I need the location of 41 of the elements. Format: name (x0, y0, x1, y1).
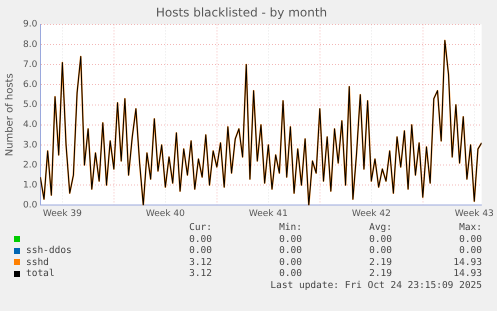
y-tick-label: 0.0 (22, 200, 38, 211)
text: 3.12 (188, 256, 212, 268)
text: 0.00 (368, 234, 392, 245)
text: 14.93 (452, 256, 482, 268)
text: Last update: Fri Oct 24 23:15:09 2025 (269, 280, 482, 290)
text: Max: (458, 222, 482, 234)
x-tick-label: Week 39 (42, 208, 82, 219)
x-tick-label: Week 41 (248, 208, 288, 219)
y-tick-label: 9.0 (22, 20, 38, 30)
y-tick-label: 3.0 (22, 140, 38, 150)
text: 0.00 (458, 234, 482, 245)
chart-title: Hosts blacklisted - by month (156, 5, 328, 20)
y-tick-label: 1.0 (22, 180, 38, 190)
text: Avg: (368, 222, 392, 234)
legend-label: sshd (26, 256, 49, 268)
text: 0.00 (188, 245, 212, 256)
y-tick-label: 4.0 (22, 120, 38, 130)
legend-label: ssh-ddos (26, 245, 72, 256)
x-tick-label: Week 40 (146, 208, 186, 219)
y-tick-label: 5.0 (22, 100, 38, 110)
text: 14.93 (452, 268, 482, 280)
x-tick-label: Week 43 (454, 208, 494, 219)
text: 0.00 (188, 234, 212, 245)
text: Min: (278, 222, 302, 234)
text: 0.00 (458, 245, 482, 256)
text: 0.00 (278, 234, 302, 245)
text: 2.19 (368, 256, 392, 268)
text: 0.00 (278, 245, 302, 256)
y-tick-label: 7.0 (22, 60, 38, 70)
text: 0.00 (368, 245, 392, 256)
x-tick-label: Week 42 (352, 208, 391, 219)
text: 3.12 (188, 268, 212, 280)
y-tick-label: 2.0 (22, 160, 38, 170)
text: 0.00 (278, 268, 302, 280)
y-axis-title: Number of hosts (4, 73, 16, 156)
y-tick-label: 6.0 (22, 80, 38, 90)
y-tick-label: 8.0 (22, 40, 38, 50)
text: 0.00 (278, 256, 302, 268)
text: 2.19 (368, 268, 392, 280)
legend-label: total (26, 268, 55, 280)
text: Cur: (188, 222, 212, 234)
